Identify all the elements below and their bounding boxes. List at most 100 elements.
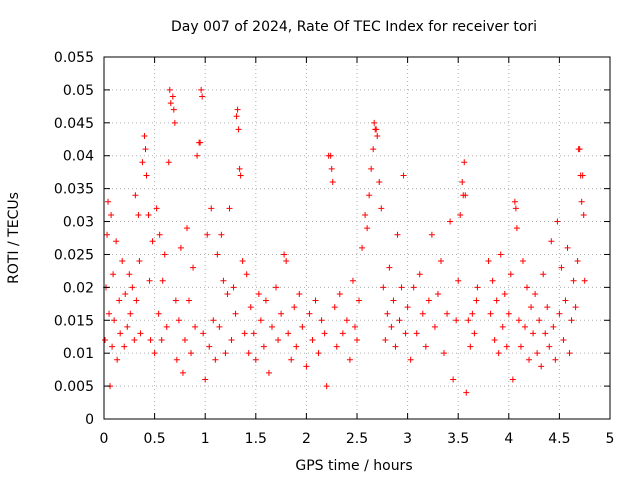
data-point — [281, 251, 288, 258]
data-point — [428, 231, 435, 238]
data-point — [169, 93, 176, 100]
data-point — [425, 297, 432, 304]
data-point — [214, 251, 221, 258]
data-point — [331, 304, 338, 311]
data-point — [485, 258, 492, 265]
y-axis-title: ROTI / TECUs — [6, 192, 22, 284]
data-point — [362, 211, 369, 218]
data-point — [513, 225, 520, 232]
data-point — [163, 323, 170, 330]
data-point — [285, 330, 292, 337]
data-point — [158, 337, 165, 344]
data-point — [278, 310, 285, 317]
data-point — [572, 304, 579, 311]
data-point — [208, 205, 215, 212]
data-point — [526, 356, 533, 363]
data-point — [530, 330, 537, 337]
data-point — [220, 277, 227, 284]
data-point — [388, 323, 395, 330]
data-point — [230, 284, 237, 291]
data-point — [113, 238, 120, 245]
data-point — [469, 310, 476, 317]
data-point — [241, 330, 248, 337]
data-point — [218, 231, 225, 238]
data-point — [260, 343, 267, 350]
data-point — [519, 258, 526, 265]
data-point — [235, 126, 242, 133]
data-point — [501, 290, 508, 297]
data-point — [394, 231, 401, 238]
data-point — [576, 146, 583, 153]
data-point — [536, 317, 543, 324]
data-point — [117, 330, 124, 337]
data-point — [538, 363, 545, 370]
data-point — [131, 337, 138, 344]
y-tick-label: 0.04 — [63, 149, 94, 165]
data-point — [166, 86, 173, 93]
data-point — [515, 317, 522, 324]
data-point — [204, 231, 211, 238]
data-point — [560, 337, 567, 344]
data-point — [171, 119, 178, 126]
data-point — [550, 323, 557, 330]
data-point — [566, 350, 573, 357]
data-point — [450, 376, 457, 383]
y-tick-label: 0.03 — [63, 215, 94, 231]
y-tick-label: 0.055 — [54, 50, 94, 66]
data-point — [239, 258, 246, 265]
data-point — [570, 277, 577, 284]
data-point — [505, 310, 512, 317]
data-point — [216, 323, 223, 330]
x-tick-label: 2 — [302, 431, 311, 447]
data-point — [370, 146, 377, 153]
data-point — [173, 356, 180, 363]
data-point — [257, 317, 264, 324]
data-point — [534, 350, 541, 357]
x-tick-label: 5 — [606, 431, 615, 447]
data-point — [419, 310, 426, 317]
data-point — [255, 290, 262, 297]
data-point — [224, 290, 231, 297]
data-point — [275, 337, 282, 344]
data-point — [402, 330, 409, 337]
data-point — [233, 113, 240, 120]
x-tick-label: 4 — [504, 431, 513, 447]
data-point — [512, 205, 519, 212]
data-point — [564, 244, 571, 251]
data-point — [398, 284, 405, 291]
data-point — [386, 264, 393, 271]
data-point — [359, 244, 366, 251]
data-point — [126, 271, 133, 278]
data-point — [143, 172, 150, 179]
data-point — [296, 290, 303, 297]
data-point — [356, 297, 363, 304]
data-point — [133, 297, 140, 304]
data-point — [177, 244, 184, 251]
data-point — [441, 350, 448, 357]
data-point — [175, 317, 182, 324]
data-point — [312, 297, 319, 304]
data-point — [373, 126, 380, 133]
data-point — [558, 264, 565, 271]
data-point — [392, 343, 399, 350]
data-point — [129, 284, 136, 291]
data-point — [556, 310, 563, 317]
data-point — [186, 297, 193, 304]
data-point — [141, 132, 148, 139]
y-tick-label: 0.005 — [54, 379, 94, 395]
data-point — [349, 277, 356, 284]
data-point — [222, 350, 229, 357]
data-point — [135, 211, 142, 218]
data-point — [422, 343, 429, 350]
data-point — [151, 350, 158, 357]
data-point — [382, 337, 389, 344]
data-point — [364, 225, 371, 232]
data-point — [146, 277, 153, 284]
data-point — [200, 330, 207, 337]
data-point — [136, 258, 143, 265]
data-point — [491, 337, 498, 344]
data-point — [548, 238, 555, 245]
data-point — [574, 258, 581, 265]
data-point — [568, 317, 575, 324]
